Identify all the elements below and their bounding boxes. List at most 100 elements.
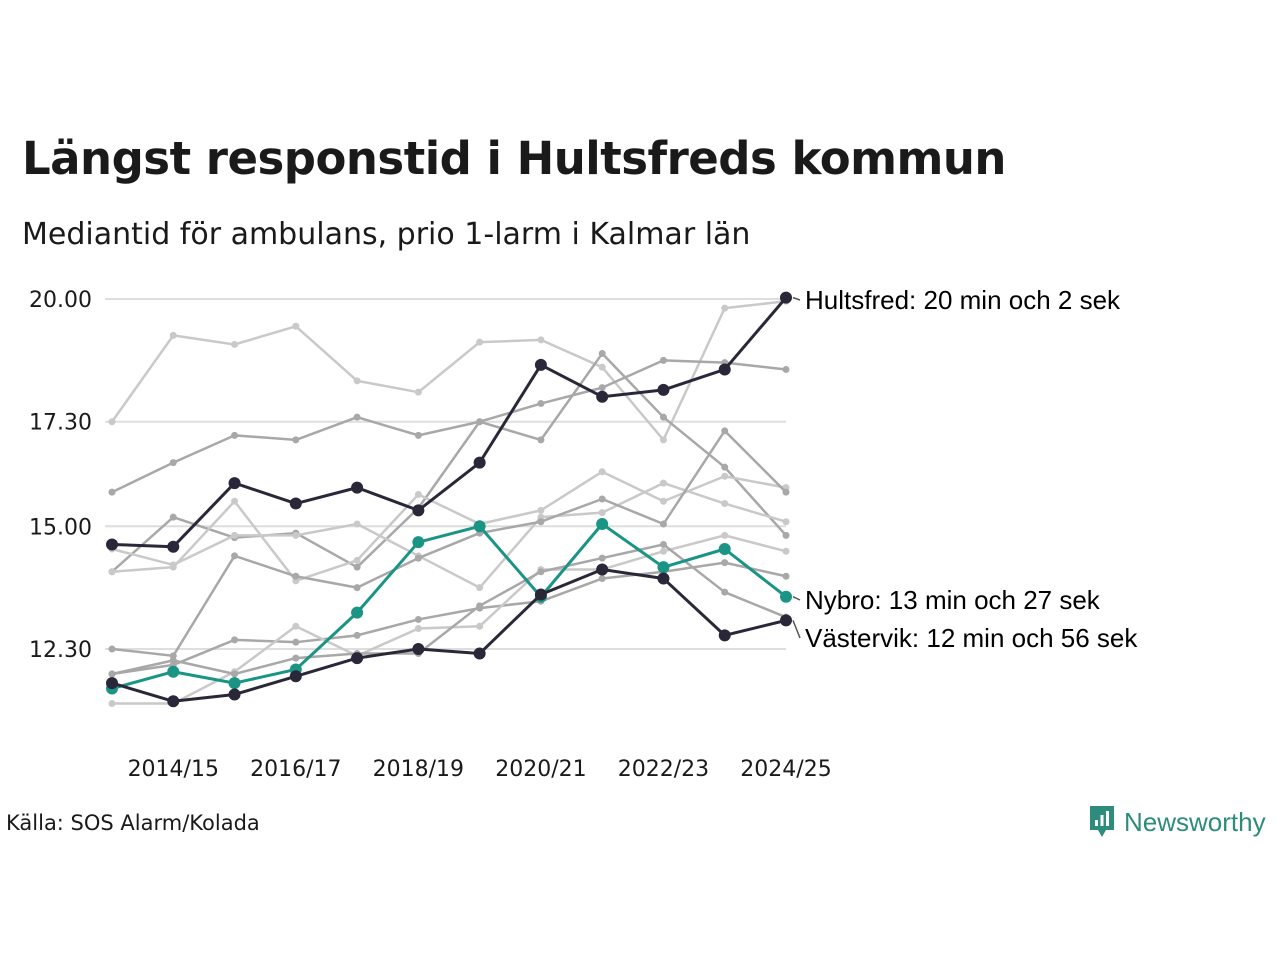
data-point	[659, 436, 667, 444]
series-vastervik	[106, 563, 792, 708]
brand-logo: Newsworthy	[1088, 804, 1266, 840]
data-point	[414, 554, 422, 562]
data-point	[721, 559, 729, 567]
data-point	[108, 645, 116, 653]
data-point	[721, 500, 729, 508]
label-connector	[792, 620, 801, 639]
series-line	[111, 567, 787, 703]
data-point	[231, 670, 239, 678]
chart-title: Längst responstid i Hultsfreds kommun	[22, 132, 1006, 185]
data-point	[782, 488, 790, 496]
series-line	[111, 296, 788, 549]
data-point	[292, 436, 300, 444]
y-tick-label: 15.00	[29, 515, 92, 540]
data-point	[169, 561, 177, 569]
data-point	[596, 518, 609, 530]
data-point	[292, 654, 300, 662]
data-point	[289, 497, 302, 510]
data-point	[292, 622, 300, 630]
label-connector	[792, 596, 801, 601]
series-line	[111, 429, 787, 658]
data-point	[289, 670, 302, 683]
data-point	[473, 520, 486, 533]
data-point	[108, 568, 116, 576]
data-point	[596, 390, 609, 403]
data-point	[782, 365, 790, 373]
y-axis: 12.30 15.00 17.30 20.00	[29, 288, 92, 663]
data-point	[476, 338, 484, 346]
data-point	[476, 602, 484, 610]
data-point	[659, 356, 667, 364]
data-point	[537, 518, 545, 526]
data-point	[596, 563, 609, 576]
data-point	[228, 677, 241, 690]
series-line	[111, 543, 787, 676]
data-point	[108, 418, 116, 426]
chart-subtitle: Mediantid för ambulans, prio 1-larm i Ka…	[22, 217, 751, 252]
data-point	[353, 584, 361, 592]
data-point	[598, 554, 606, 562]
data-point	[353, 413, 361, 421]
series-line	[111, 352, 787, 573]
series-line	[111, 470, 787, 583]
series-other-municipality	[108, 531, 790, 708]
series-other-municipality	[108, 350, 790, 576]
data-point	[414, 490, 422, 498]
data-point	[659, 520, 667, 528]
series-label-hultsfred: Hultsfred: 20 min och 2 sek	[805, 285, 1121, 315]
data-point	[537, 400, 545, 408]
data-point	[228, 477, 241, 490]
series-label-nybro: Nybro: 13 min och 27 sek	[805, 585, 1101, 615]
data-point	[473, 647, 486, 660]
data-point	[412, 536, 425, 549]
data-point	[231, 340, 239, 348]
data-point	[718, 629, 731, 642]
newsworthy-logo-icon	[1090, 806, 1114, 837]
data-point	[351, 606, 364, 619]
data-point	[537, 436, 545, 444]
data-point	[659, 413, 667, 421]
data-point	[476, 418, 484, 426]
data-point	[659, 497, 667, 505]
source-note: Källa: SOS Alarm/Kolada	[6, 811, 260, 835]
data-point	[292, 572, 300, 580]
data-point	[598, 495, 606, 503]
data-point	[721, 427, 729, 435]
y-tick-label: 20.00	[29, 288, 92, 313]
y-tick-label: 17.30	[29, 411, 92, 436]
data-point	[659, 547, 667, 555]
x-tick-label: 2016/17	[250, 757, 341, 782]
data-point	[721, 463, 729, 471]
data-point	[657, 561, 670, 574]
data-point	[782, 531, 790, 539]
data-point	[721, 472, 729, 480]
data-point	[721, 304, 729, 312]
x-tick-label: 2020/21	[495, 757, 586, 782]
data-point	[598, 575, 606, 583]
data-point	[598, 363, 606, 371]
series-line	[111, 561, 787, 676]
data-point	[659, 479, 667, 487]
data-point	[231, 552, 239, 560]
data-point	[598, 350, 606, 358]
data-point	[657, 572, 670, 585]
data-point	[476, 584, 484, 592]
series-line	[110, 300, 787, 442]
data-point	[537, 568, 545, 576]
label-connector	[792, 296, 801, 301]
data-point	[537, 506, 545, 514]
series-hultsfred	[106, 291, 792, 553]
series-line	[111, 522, 787, 690]
data-point	[782, 572, 790, 580]
data-point	[106, 538, 118, 551]
data-point	[780, 291, 792, 304]
data-point	[353, 631, 361, 639]
data-point	[721, 588, 729, 596]
data-point	[598, 384, 606, 392]
data-point	[414, 625, 422, 633]
series-other-municipality	[108, 356, 790, 496]
data-point	[108, 488, 116, 496]
data-point	[780, 614, 792, 627]
data-point	[718, 363, 731, 376]
